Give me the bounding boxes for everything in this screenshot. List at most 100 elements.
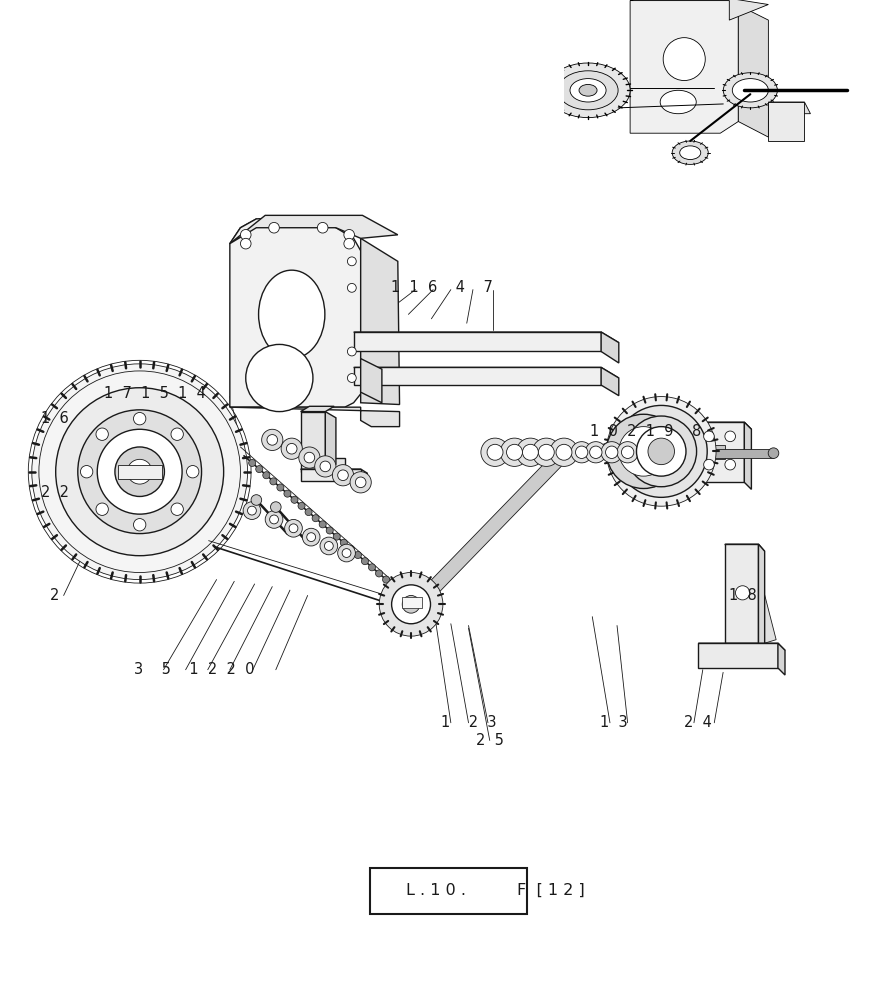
Bar (370, 868, 527, 914)
Circle shape (362, 558, 369, 565)
Polygon shape (729, 1, 768, 137)
Circle shape (326, 527, 333, 534)
Circle shape (286, 443, 297, 454)
Circle shape (127, 459, 152, 484)
Circle shape (347, 257, 356, 266)
Bar (118, 465, 162, 479)
Circle shape (648, 438, 674, 465)
Polygon shape (301, 406, 334, 412)
Circle shape (246, 344, 313, 412)
Polygon shape (230, 215, 398, 244)
Polygon shape (744, 422, 751, 489)
Circle shape (626, 416, 697, 487)
Circle shape (723, 73, 777, 108)
Text: 1  6: 1 6 (41, 411, 69, 426)
Circle shape (383, 576, 390, 583)
Circle shape (558, 71, 618, 110)
Circle shape (270, 515, 278, 524)
Circle shape (606, 446, 618, 458)
Text: F  [ 1 2 ]: F [ 1 2 ] (516, 883, 584, 898)
Polygon shape (698, 643, 785, 650)
Circle shape (585, 442, 606, 463)
Circle shape (333, 533, 340, 540)
Circle shape (270, 478, 277, 485)
Polygon shape (301, 469, 361, 481)
Text: 2: 2 (50, 588, 59, 603)
Polygon shape (630, 1, 738, 133)
Circle shape (240, 238, 251, 249)
Circle shape (347, 283, 356, 292)
Circle shape (392, 585, 431, 624)
Polygon shape (301, 412, 345, 472)
Text: 1  3: 1 3 (599, 715, 628, 730)
Circle shape (269, 222, 279, 233)
Text: 2  5: 2 5 (476, 733, 504, 748)
Circle shape (97, 429, 182, 514)
Circle shape (601, 442, 622, 463)
Circle shape (556, 444, 572, 460)
Circle shape (606, 397, 716, 506)
Bar (402, 597, 422, 608)
Text: 1  7  1  5  1  4: 1 7 1 5 1 4 (103, 386, 206, 401)
Circle shape (619, 427, 668, 476)
Polygon shape (354, 332, 601, 351)
Circle shape (78, 410, 202, 534)
Circle shape (379, 572, 443, 636)
Polygon shape (325, 412, 336, 465)
Circle shape (320, 461, 331, 472)
Polygon shape (361, 238, 400, 405)
Circle shape (267, 435, 278, 445)
Circle shape (96, 503, 109, 515)
Polygon shape (768, 102, 804, 141)
Circle shape (32, 364, 248, 580)
Polygon shape (601, 332, 619, 363)
Text: 2  4: 2 4 (684, 715, 713, 730)
Circle shape (304, 452, 315, 463)
Polygon shape (601, 367, 619, 396)
Circle shape (532, 438, 560, 466)
Polygon shape (421, 442, 575, 600)
Circle shape (579, 84, 597, 96)
Circle shape (305, 509, 312, 516)
Circle shape (262, 429, 283, 450)
Circle shape (338, 470, 348, 481)
Circle shape (265, 511, 283, 528)
Text: 2  2: 2 2 (41, 485, 69, 500)
Text: 1  8: 1 8 (728, 588, 757, 603)
Circle shape (704, 431, 714, 442)
Circle shape (289, 524, 298, 533)
Circle shape (319, 521, 326, 528)
Circle shape (704, 459, 714, 470)
Circle shape (390, 582, 397, 589)
Circle shape (277, 484, 284, 491)
Circle shape (332, 465, 354, 486)
Polygon shape (354, 367, 619, 378)
Circle shape (550, 438, 578, 466)
Circle shape (516, 438, 545, 466)
Circle shape (571, 442, 592, 463)
Polygon shape (389, 592, 438, 611)
Circle shape (500, 438, 529, 466)
Circle shape (133, 519, 146, 531)
Circle shape (725, 459, 735, 470)
Polygon shape (484, 445, 725, 459)
Circle shape (320, 537, 338, 555)
Text: 1    2  3: 1 2 3 (441, 715, 496, 730)
Circle shape (324, 542, 333, 550)
Circle shape (291, 496, 298, 503)
Circle shape (546, 63, 630, 118)
Text: 1  0  2  1  9    8: 1 0 2 1 9 8 (590, 424, 701, 439)
Polygon shape (630, 0, 768, 20)
Circle shape (133, 412, 146, 425)
Circle shape (171, 428, 183, 440)
Ellipse shape (259, 270, 325, 359)
Circle shape (575, 446, 588, 458)
Circle shape (376, 570, 383, 577)
Circle shape (402, 595, 420, 613)
Polygon shape (698, 449, 774, 458)
Circle shape (606, 414, 681, 489)
Polygon shape (354, 332, 619, 343)
Circle shape (299, 447, 320, 468)
Circle shape (171, 503, 183, 515)
Circle shape (263, 472, 270, 479)
